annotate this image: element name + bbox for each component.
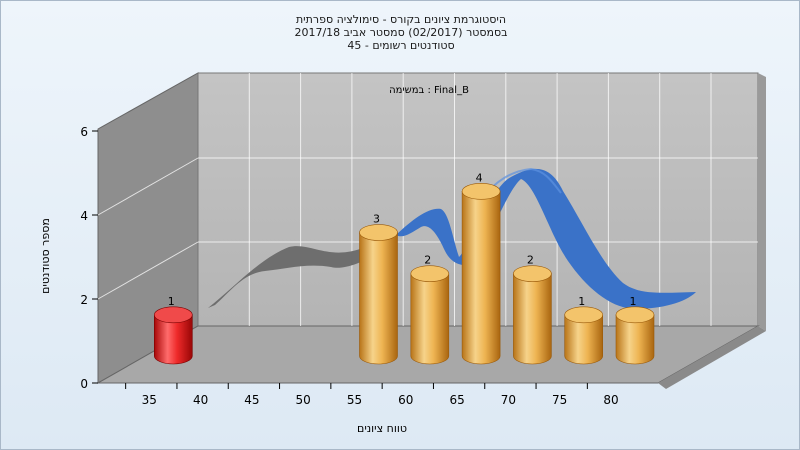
bar-70: 2 [513,254,552,365]
bar-top [615,306,655,324]
task-annotation: במשימה : Final_B [389,85,469,96]
bar-65: 4 [461,171,501,365]
grid-line-side [97,241,199,300]
bar-body [615,314,655,365]
bar-value-label: 1 [578,295,585,308]
y-tick-label: 0 [80,377,88,391]
bar-top [154,306,193,324]
bar-body [564,314,603,365]
x-tick-label: 40 [193,393,208,407]
curve-ribbon [396,168,696,309]
x-tick-label: 60 [398,393,413,407]
bar-value-label: 2 [424,254,431,267]
bar-body [461,191,501,365]
bars: 1 3 2 4 2 1 1 [154,171,655,365]
floor-edge [658,326,766,389]
bar-value-label: 4 [476,171,483,184]
x-tick-label: 55 [347,393,362,407]
bar-body [513,273,552,365]
bar-35: 1 [154,295,193,365]
y-tick-label: 6 [80,125,88,139]
bar-top [461,183,501,200]
curve-shadow-segment [208,233,392,308]
x-tick-label: 50 [296,393,311,407]
y-tick-label: 2 [80,293,88,307]
grid-lines [97,73,758,326]
bar-value-label: 1 [630,295,637,308]
back-wall-edge [758,73,766,331]
x-tick-label: 80 [603,393,618,407]
bar-body [154,314,193,365]
x-tick-label: 75 [552,393,567,407]
chart-title: היסטוגרמת ציונים בקורס - סימולציה ספרתית… [294,13,507,52]
bar-body [410,273,450,365]
bar-top [359,224,398,241]
x-tick-label: 35 [142,393,157,407]
title-line-3: סטודנטים רשומים - 45 [347,39,454,52]
bar-body [359,232,398,365]
bar-60: 2 [410,254,450,365]
title-line-1: היסטוגרמת ציונים בקורס - סימולציה ספרתית [296,13,506,26]
x-tick-label: 70 [501,393,516,407]
bar-80: 1 [615,295,655,365]
title-line-2: בסמסטר (02/2017) סמסטר אביב 2017/18 [294,26,507,39]
grid-line-side [97,157,199,216]
y-tick-label: 4 [80,209,88,223]
bar-75: 1 [564,295,604,365]
bar-top [513,265,552,282]
x-axis-title: טווח ציונים [357,422,407,435]
bar-value-label: 2 [527,254,534,267]
bar-top [410,265,450,282]
bar-top [564,306,604,324]
y-axis-title: מספר סטודנטים [39,218,52,294]
axes: 0 2 4 6 35 40 45 50 55 60 65 70 75 80 [80,125,658,407]
bar-value-label: 1 [168,295,175,308]
bar-value-label: 3 [373,213,380,226]
bar-55: 3 [359,213,398,365]
x-tick-label: 45 [244,393,259,407]
x-tick-label: 65 [449,393,464,407]
